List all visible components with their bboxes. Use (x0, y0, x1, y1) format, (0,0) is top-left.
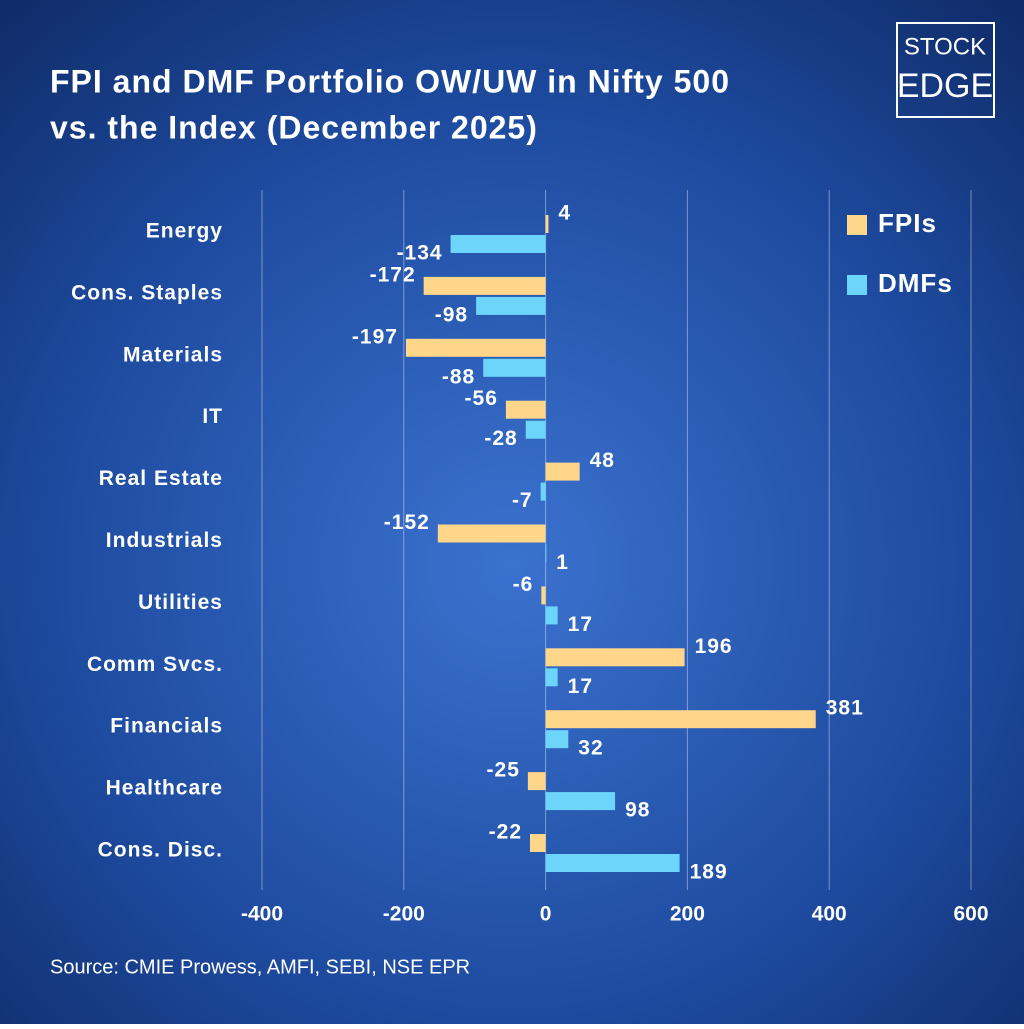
bar (541, 586, 546, 605)
value-label: 381 (826, 697, 864, 720)
x-tick-label: 0 (540, 903, 552, 926)
value-label: 196 (695, 635, 733, 658)
legend-swatch (847, 275, 867, 295)
y-tick-label: Healthcare (106, 777, 223, 800)
bar (530, 834, 546, 852)
x-tick-label: -400 (241, 903, 283, 926)
value-label: 189 (690, 861, 728, 884)
x-tick-label: 400 (812, 903, 847, 926)
bar (545, 730, 569, 749)
y-tick-label: IT (202, 405, 223, 428)
bar (450, 235, 546, 253)
bar (545, 668, 558, 687)
y-tick-label: Energy (146, 220, 223, 243)
value-label: -7 (512, 489, 533, 512)
y-tick-label: Cons. Disc. (98, 839, 223, 862)
chart-title: FPI and DMF Portfolio OW/UW in Nifty 500 (50, 63, 730, 99)
y-tick-label: Cons. Staples (71, 281, 223, 304)
bar (545, 606, 558, 625)
logo: EDGE (897, 67, 993, 105)
bar (505, 400, 546, 419)
source: Source: CMIE Prowess, AMFI, SEBI, NSE EP… (50, 956, 470, 978)
y-tick-label: Utilities (138, 591, 223, 614)
value-label: -28 (484, 427, 517, 450)
y-tick-label: Comm Svcs. (87, 653, 223, 676)
y-tick-label: Financials (110, 715, 223, 738)
bar (545, 544, 547, 563)
logo-box (896, 22, 995, 118)
bar (545, 710, 816, 729)
bar (405, 338, 546, 357)
legend-label: DMFs (878, 268, 953, 298)
value-label: 17 (568, 613, 593, 636)
bar (545, 215, 549, 233)
value-label: -197 (352, 325, 398, 348)
x-tick-label: 200 (670, 903, 705, 926)
value-label: 32 (578, 737, 603, 760)
legend-swatch (847, 215, 867, 235)
x-tick-label: -200 (383, 903, 425, 926)
bar (476, 296, 546, 315)
value-label: 48 (590, 449, 615, 472)
bar (545, 648, 685, 667)
bar (545, 854, 680, 872)
value-label: -88 (442, 365, 475, 388)
value-label: 1 (556, 551, 569, 574)
bar (527, 772, 546, 791)
bar (423, 276, 546, 295)
value-label: -56 (465, 387, 498, 410)
legend-label: FPIs (878, 208, 937, 238)
bar (525, 420, 546, 439)
logo: STOCK (904, 33, 986, 60)
chart-title: vs. the Index (December 2025) (50, 109, 538, 145)
bar (437, 524, 546, 543)
value-label: -25 (487, 759, 520, 782)
y-tick-label: Materials (123, 343, 223, 366)
value-label: 98 (625, 799, 650, 822)
value-label: 4 (558, 202, 571, 225)
x-tick-label: 600 (953, 903, 988, 926)
y-tick-label: Real Estate (99, 467, 223, 490)
bar (545, 792, 616, 811)
value-label: -134 (397, 242, 443, 265)
bar (545, 462, 580, 481)
value-label: 17 (568, 675, 593, 698)
value-label: -6 (513, 573, 534, 596)
bar (483, 358, 546, 377)
value-label: -152 (384, 511, 430, 534)
value-label: -22 (489, 821, 522, 844)
value-label: -98 (435, 303, 468, 326)
y-tick-label: Industrials (106, 529, 223, 552)
bar (540, 482, 546, 501)
value-label: -172 (370, 263, 416, 286)
